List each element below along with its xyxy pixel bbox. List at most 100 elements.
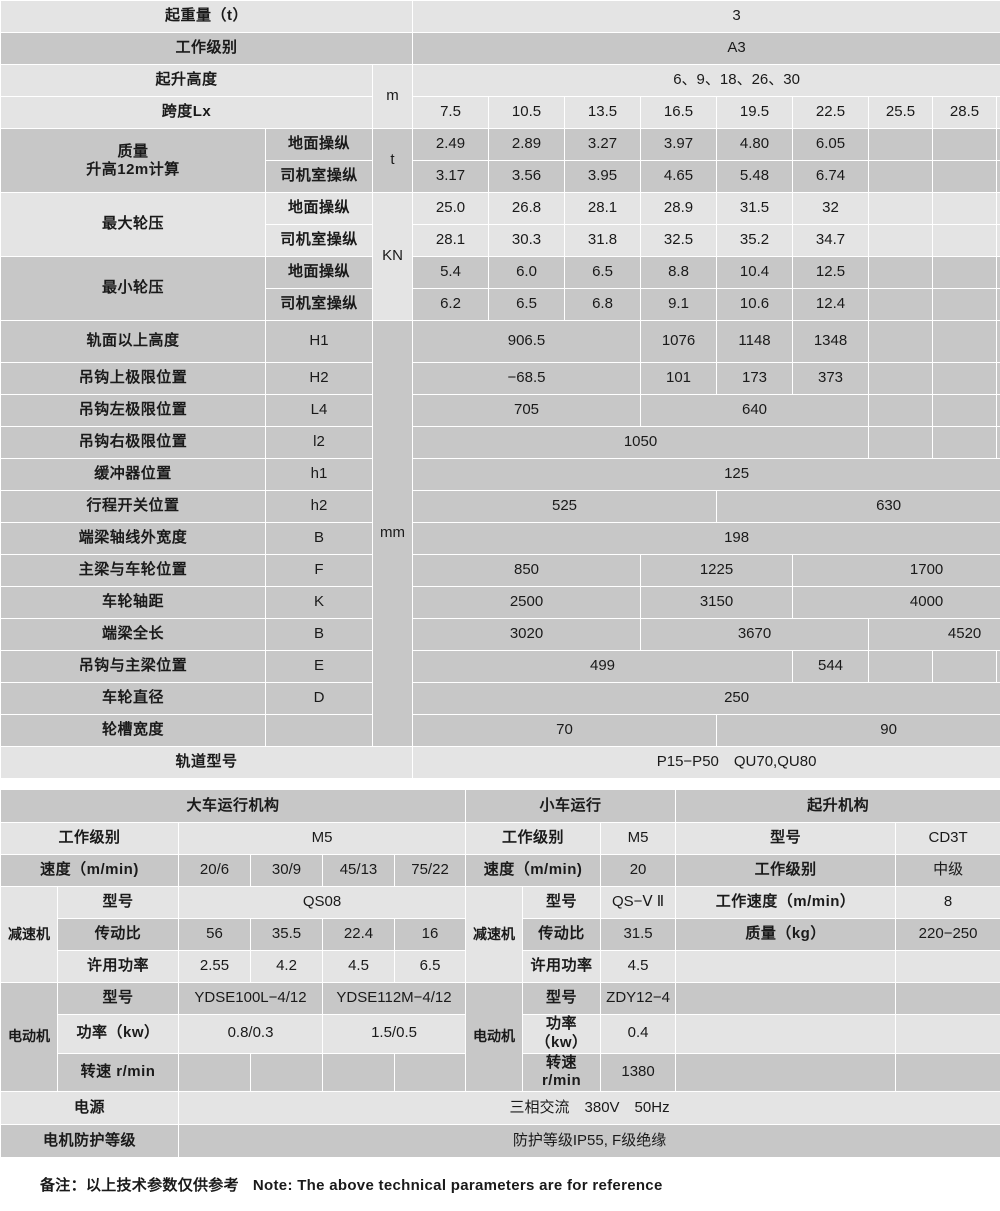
mass-label-line1: 质量	[117, 142, 149, 160]
motor-power-label: 功率（kw）	[57, 1014, 179, 1054]
dim-cell	[996, 394, 1000, 427]
footer-note-en: Note: The above technical parameters are…	[252, 1177, 663, 1194]
footer-note: 备注：以上技术参数仅供参考 Note: The above technical p…	[0, 1158, 1000, 1195]
gearbox-power-cell: 6.5	[393, 950, 467, 983]
dim-label: 轨面以上高度	[0, 320, 266, 363]
dim-symbol: l2	[265, 426, 373, 459]
capacity-label: 起重量（t）	[0, 0, 414, 33]
dim-label: 吊钩上极限位置	[0, 362, 266, 395]
dim-cell: 70	[412, 714, 718, 747]
dim-symbol: h2	[265, 490, 373, 523]
gearbox-ratio-cell: 56	[178, 918, 251, 951]
mass-cell	[868, 160, 934, 193]
motor-power-cell: 1.5/0.5	[321, 1014, 467, 1054]
table-row: 跨度Lx 7.5 10.5 13.5 16.5 19.5 22.5 25.5 2…	[0, 96, 1000, 129]
wheel-pressure-cell: 6.2	[412, 288, 490, 321]
dim-symbol: B	[265, 522, 373, 555]
mass-cell: 5.48	[716, 160, 794, 193]
dim-cell: 125	[412, 458, 1000, 491]
mass-label: 质量 升高12m计算	[0, 128, 266, 193]
trolley-travel-title: 小车运行	[465, 789, 677, 823]
trolley-gearbox-ratio-label: 传动比	[522, 918, 602, 951]
span-value: 28.5	[932, 96, 998, 129]
dim-cell: 1050	[412, 426, 870, 459]
table-row: 功率（kw） 0.8/0.3 1.5/0.5 功率（kw） 0.4	[1, 1014, 1000, 1054]
dim-symbol: H2	[265, 362, 373, 395]
lift-height-value: 6、9、18、26、30	[412, 64, 1000, 97]
mass-cell: 4.65	[640, 160, 718, 193]
table-row: 转速 r/min 转速 r/min 1380	[1, 1052, 1000, 1092]
hoist-empty-cell	[675, 982, 897, 1015]
motor-power-cell: 0.8/0.3	[178, 1014, 323, 1054]
dim-symbol: H1	[265, 320, 373, 363]
wheel-pressure-cell: 5.4	[412, 256, 490, 289]
dim-cell	[996, 320, 1000, 363]
trolley-motor-speed-label: 转速 r/min	[522, 1052, 602, 1092]
rail-type-label: 轨道型号	[0, 746, 414, 779]
bridge-motor-side-text: 电动机	[8, 1028, 50, 1045]
dim-cell: 1076	[640, 320, 718, 363]
hoist-duty-value: 中级	[895, 854, 1000, 887]
bridge-duty-value: M5	[177, 822, 467, 855]
protection-label: 电机防护等级	[0, 1124, 179, 1158]
table-row: 吊钩上极限位置 H2 −68.5 101 173 373	[0, 362, 1000, 395]
span-value: 13.5	[564, 96, 642, 129]
dim-label: 车轮直径	[0, 682, 266, 715]
dim-cell: 630	[716, 490, 1000, 523]
lift-height-label: 起升高度	[0, 64, 373, 97]
bridge-gearbox-side-label: 减速机	[0, 886, 58, 983]
trolley-motor-power-value: 0.4	[600, 1014, 677, 1054]
hoist-empty-cell	[895, 950, 1000, 983]
dim-cell	[932, 320, 998, 363]
mass-cell	[996, 128, 1000, 161]
dim-cell: 640	[640, 394, 870, 427]
power-supply-label: 电源	[0, 1091, 179, 1125]
wheel-pressure-cell: 34.7	[792, 224, 870, 257]
span-value: 10.5	[488, 96, 566, 129]
gearbox-power-cell: 2.55	[178, 950, 251, 983]
table-row: 行程开关位置 h2 525 630	[0, 490, 1000, 523]
mass-cell: 3.95	[564, 160, 642, 193]
trolley-motor-side-label: 电动机	[465, 982, 524, 1092]
cabin-control-label: 司机室操纵	[265, 288, 373, 321]
hoist-work-speed-value: 8	[895, 886, 1000, 919]
power-supply-value: 三相交流 380V 50Hz	[177, 1091, 1000, 1125]
wheel-pressure-cell	[932, 288, 998, 321]
wheel-pressure-cell: 25.0	[412, 192, 490, 225]
wheel-pressure-cell	[868, 192, 934, 225]
mass-label-line2: 升高12m计算	[86, 160, 180, 178]
mass-cell: 2.89	[488, 128, 566, 161]
dim-cell: 3670	[640, 618, 870, 651]
span-value	[996, 96, 1000, 129]
table-row: 司机室操纵 3.17 3.56 3.95 4.65 5.48 6.74	[1, 160, 1000, 193]
gearbox-ratio-cell: 35.5	[250, 918, 323, 951]
dim-label: 端梁轴线外宽度	[0, 522, 266, 555]
mass-cell: 3.56	[488, 160, 566, 193]
dim-cell: 850	[412, 554, 642, 587]
span-value: 7.5	[412, 96, 490, 129]
table-row: 缓冲器位置 h1 125	[0, 458, 1000, 491]
mass-cell: 4.80	[716, 128, 794, 161]
hoist-empty-cell	[895, 1014, 1000, 1054]
protection-value: 防护等级IP55, F级绝缘	[177, 1124, 1000, 1158]
trolley-gearbox-power-label: 许用功率	[522, 950, 602, 983]
dim-label: 吊钩左极限位置	[0, 394, 266, 427]
dim-cell	[868, 650, 934, 683]
trolley-gearbox-side-text: 减速机	[473, 925, 516, 942]
mass-cell: 6.74	[792, 160, 870, 193]
dim-cell	[868, 362, 934, 395]
dim-symbol: L4	[265, 394, 373, 427]
dim-symbol: F	[265, 554, 373, 587]
wheel-pressure-cell	[932, 224, 998, 257]
span-label: 跨度Lx	[0, 96, 373, 129]
dim-cell: 4000	[792, 586, 1000, 619]
gearbox-power-cell: 4.5	[322, 950, 395, 983]
dim-cell	[996, 426, 1000, 459]
bridge-travel-title: 大车运行机构	[0, 789, 467, 823]
wheel-pressure-cell: 6.5	[564, 256, 642, 289]
mechanism-table: 大车运行机构 小车运行 起升机构 工作级别 M5 工作级别 M5 型号 CD3T…	[0, 789, 1000, 1158]
span-value: 22.5	[792, 96, 870, 129]
dim-label: 主梁与车轮位置	[0, 554, 266, 587]
table-row: 吊钩与主梁位置 E 499 544	[0, 650, 1000, 683]
hoist-duty-label: 工作级别	[675, 854, 897, 887]
